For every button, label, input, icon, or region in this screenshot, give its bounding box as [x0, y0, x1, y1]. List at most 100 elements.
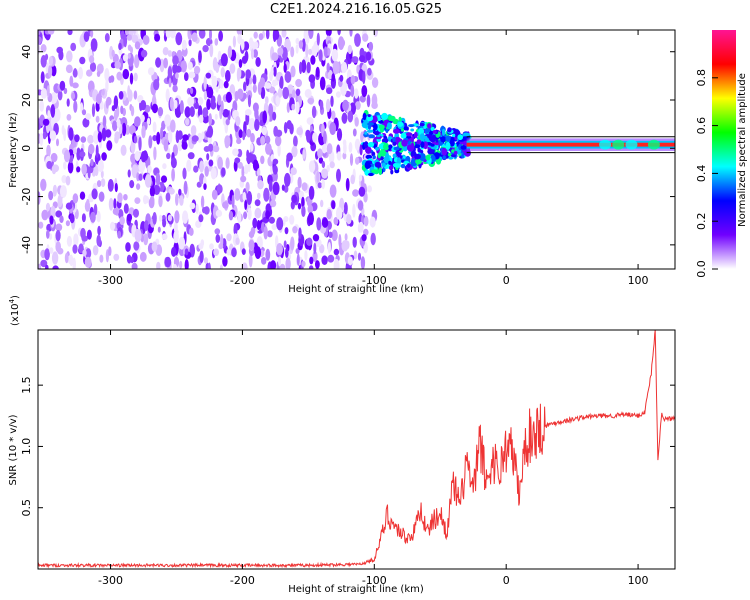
- spectrogram-cell: [354, 117, 359, 127]
- spectrogram-cell: [248, 253, 253, 268]
- spectrogram-cell: [149, 195, 155, 206]
- spectrogram-cell: [104, 33, 110, 43]
- spectrogram-cell: [214, 228, 221, 235]
- spectrogram-cell: [53, 184, 57, 197]
- snr-panel: -300 -200 -100 0 100 0.5 1.0 1.5 Height of str…: [8, 295, 676, 595]
- spectrogram-cell: [385, 152, 390, 160]
- spectrogram-cell: [252, 102, 259, 113]
- spectrogram-cell: [307, 117, 313, 124]
- spectrogram-cell: [57, 90, 63, 101]
- spectrogram-cell: [308, 265, 314, 269]
- spectrogram-cell: [335, 207, 343, 220]
- spectrogram-cell: [343, 202, 348, 215]
- spectrogram-cell: [329, 161, 335, 169]
- spectrogram-cell: [214, 113, 218, 120]
- spectrogram-cell: [297, 176, 302, 189]
- spectrogram-cell: [267, 230, 273, 238]
- spectrogram-cell: [158, 214, 163, 222]
- spectrogram-cell: [252, 217, 258, 229]
- spectrogram-cell: [90, 30, 94, 38]
- spectrogram-cell: [393, 146, 400, 151]
- spectrogram-cell: [127, 44, 132, 51]
- spectrogram-cell: [364, 141, 369, 148]
- spectrogram-cell: [44, 248, 50, 261]
- spectrogram-cell: [50, 65, 57, 77]
- spectrogram-cell: [367, 122, 374, 126]
- spectrogram-cell: [238, 129, 243, 139]
- spectrogram-cell: [352, 236, 357, 248]
- spectrogram-cell: [390, 169, 394, 175]
- spectrogram-cell: [301, 196, 305, 208]
- spectrogram-cell: [272, 30, 277, 42]
- spectrogram-cell: [50, 152, 58, 163]
- colorbar: 0.0 0.2 0.4 0.6 0.8 Normalized spectral ampl…: [695, 30, 748, 278]
- spectrogram-cell: [333, 259, 340, 269]
- spectrogram-cell: [307, 97, 315, 105]
- spectrogram-cell: [163, 139, 169, 152]
- spectrogram-cell: [201, 131, 205, 140]
- spectrogram-cell: [195, 220, 202, 229]
- spectrogram-cell: [304, 250, 308, 261]
- spectrogram-cell: [72, 82, 79, 89]
- spectrogram-cell: [134, 228, 142, 243]
- spectrogram-cell: [286, 152, 293, 162]
- spectrogram-cell: [39, 132, 44, 146]
- spectrogram-cell: [67, 30, 73, 36]
- spectrogram-cell: [281, 184, 285, 191]
- spectrogram-cell: [211, 75, 218, 88]
- spectrogram-cell: [361, 85, 368, 98]
- spectrogram-cell: [284, 227, 289, 235]
- spectrogram-cell: [66, 235, 72, 247]
- colorbar-gradient: [712, 30, 736, 269]
- spectrogram-cell: [310, 55, 316, 65]
- spectrogram-cell: [256, 236, 263, 250]
- spectrogram-cell: [66, 98, 70, 107]
- spectrogram-cell: [322, 144, 327, 154]
- spectrogram-cell: [337, 30, 341, 36]
- spectrogram-cell: [256, 219, 261, 231]
- spectrogram-cell: [222, 256, 228, 267]
- spectrogram-cell: [350, 174, 356, 185]
- spectrogram-cell: [236, 88, 244, 100]
- spectrogram-cell: [312, 132, 318, 143]
- spectrogram-cell: [184, 72, 189, 82]
- spectrogram-cell: [273, 125, 279, 137]
- spectrogram-cell: [198, 214, 204, 223]
- spectrogram-cell: [46, 160, 53, 170]
- spectrogram-cell: [311, 105, 317, 119]
- spectrogram-cell: [140, 151, 146, 163]
- spectrogram-cell: [342, 139, 347, 146]
- spectrogram-cell: [206, 153, 210, 161]
- spectrogram-cell: [245, 181, 250, 192]
- spectrogram-cell: [265, 210, 271, 220]
- spectrogram-cell: [204, 166, 209, 177]
- spectrogram-cell: [57, 247, 64, 255]
- spectrogram-cell: [345, 178, 350, 192]
- spectrogram-cell: [376, 115, 382, 121]
- colorbar-ticks: 0.0 0.2 0.4 0.6 0.8: [695, 69, 718, 278]
- spectrogram-cell: [413, 131, 418, 139]
- spectrogram-cell: [125, 30, 129, 36]
- spectrogram-cell: [254, 119, 260, 131]
- spectrogram-cell: [151, 103, 158, 114]
- spectrogram-cell: [187, 61, 193, 70]
- spectrogram-cell: [415, 158, 422, 165]
- spectrogram-cell: [290, 200, 295, 210]
- spectrogram-cell: [69, 75, 74, 87]
- spectrogram-cell: [188, 71, 196, 79]
- spectrogram-cell: [347, 256, 353, 266]
- spectrogram-cell: [46, 229, 50, 239]
- spectrogram-cell: [120, 144, 127, 156]
- spectrogram-cell: [442, 155, 446, 160]
- spectrogram-cell: [217, 156, 224, 170]
- spectrogram-cell: [335, 91, 341, 98]
- spectrogram-cell: [48, 233, 53, 240]
- spectrogram-cell: [250, 48, 255, 60]
- spectrogram-cell: [323, 130, 327, 144]
- spectrogram-cell: [260, 135, 266, 146]
- spectrogram-cell: [447, 152, 452, 157]
- spectrogram-cell: [400, 132, 407, 139]
- spectrogram-cell: [241, 262, 248, 269]
- spectrogram-cell: [264, 135, 271, 144]
